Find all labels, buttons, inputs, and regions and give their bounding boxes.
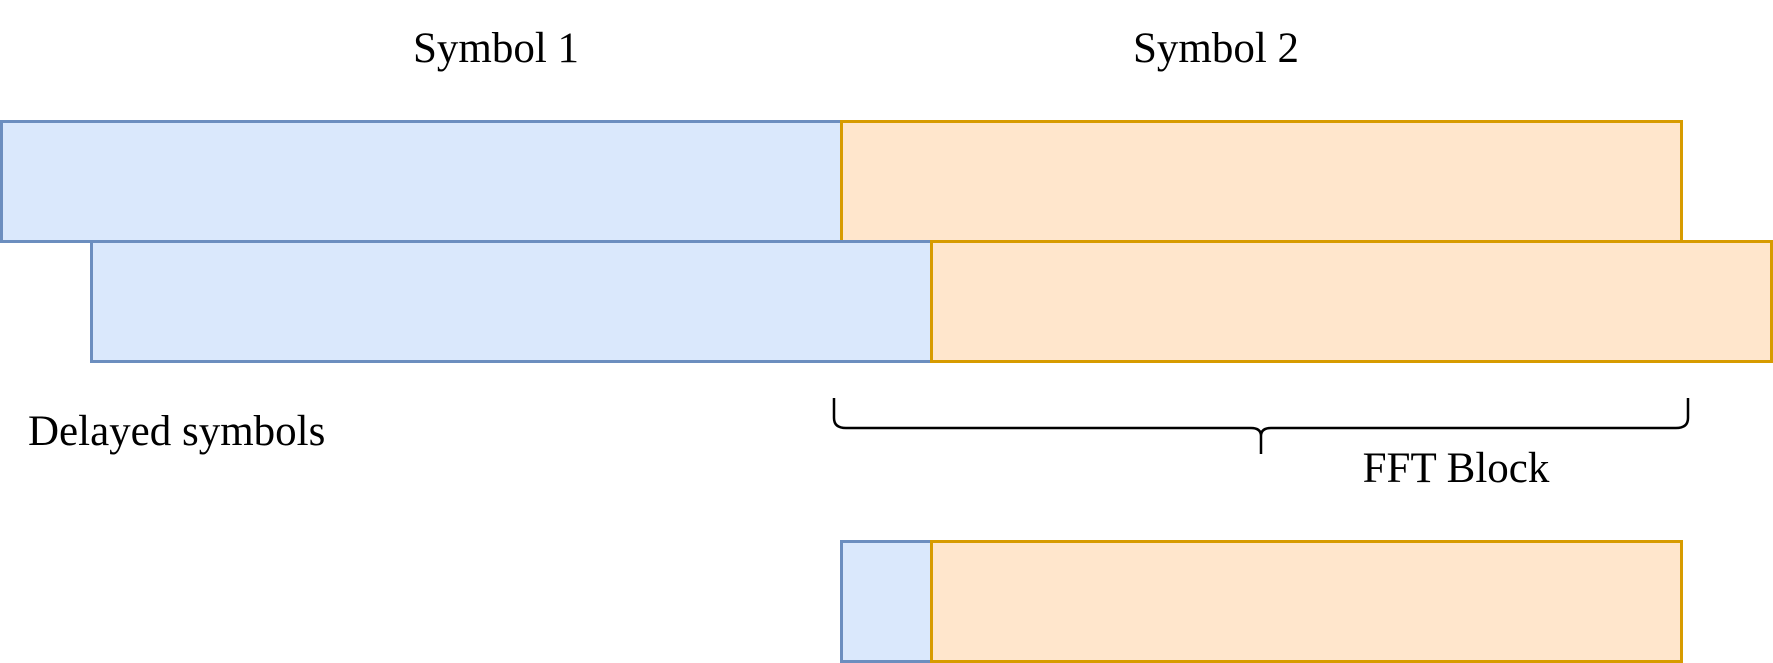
delayed-symbol-1-block — [90, 240, 933, 363]
symbol-1-label: Symbol 1 — [413, 25, 579, 72]
fft-window-symbol-1-part — [840, 540, 933, 663]
fft-block-label: FFT Block — [1363, 445, 1550, 492]
fft-block-brace — [832, 398, 1690, 454]
fft-window-symbol-2-part — [930, 540, 1683, 663]
delayed-symbols-label: Delayed symbols — [28, 408, 325, 455]
symbol-1-block — [0, 120, 843, 243]
delayed-symbol-2-block — [930, 240, 1773, 363]
symbol-2-label: Symbol 2 — [1133, 25, 1299, 72]
symbol-2-block — [840, 120, 1683, 243]
